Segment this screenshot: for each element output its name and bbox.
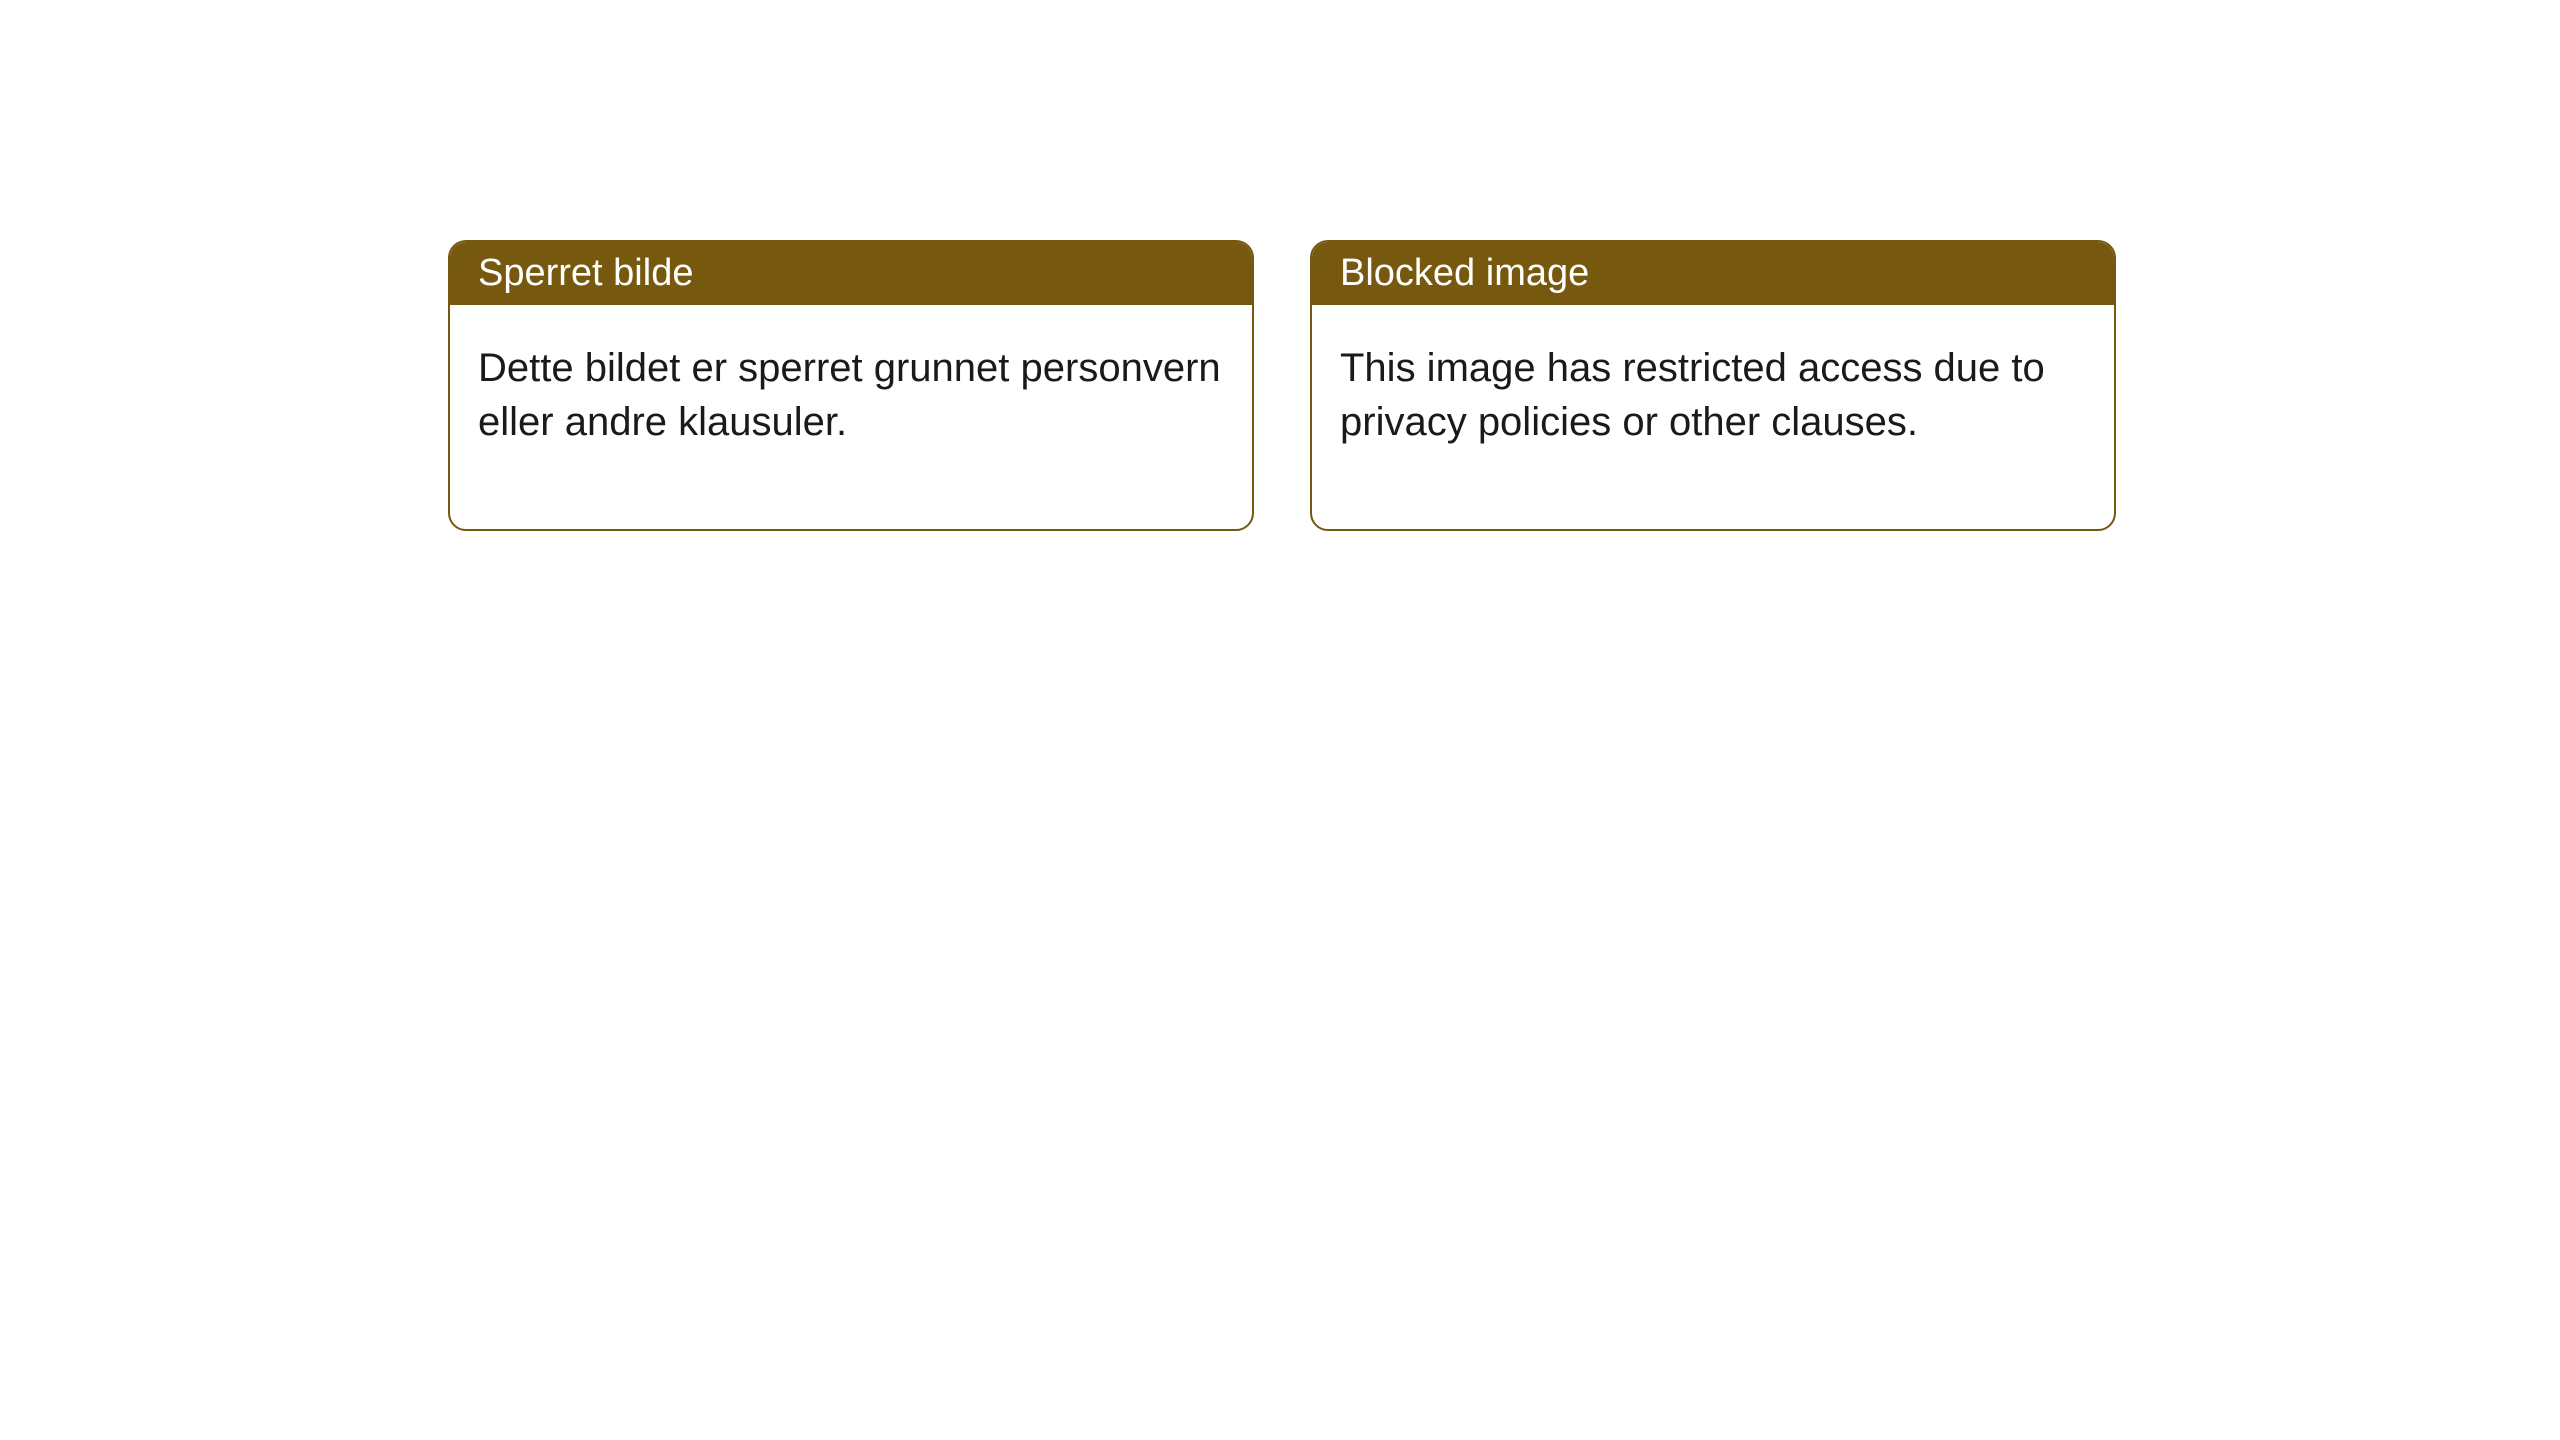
- notice-card-norwegian: Sperret bilde Dette bildet er sperret gr…: [448, 240, 1254, 531]
- notice-card-body: Dette bildet er sperret grunnet personve…: [450, 305, 1252, 529]
- notice-container: Sperret bilde Dette bildet er sperret gr…: [0, 0, 2560, 531]
- notice-card-title: Sperret bilde: [450, 242, 1252, 305]
- notice-card-body: This image has restricted access due to …: [1312, 305, 2114, 529]
- notice-card-english: Blocked image This image has restricted …: [1310, 240, 2116, 531]
- notice-card-title: Blocked image: [1312, 242, 2114, 305]
